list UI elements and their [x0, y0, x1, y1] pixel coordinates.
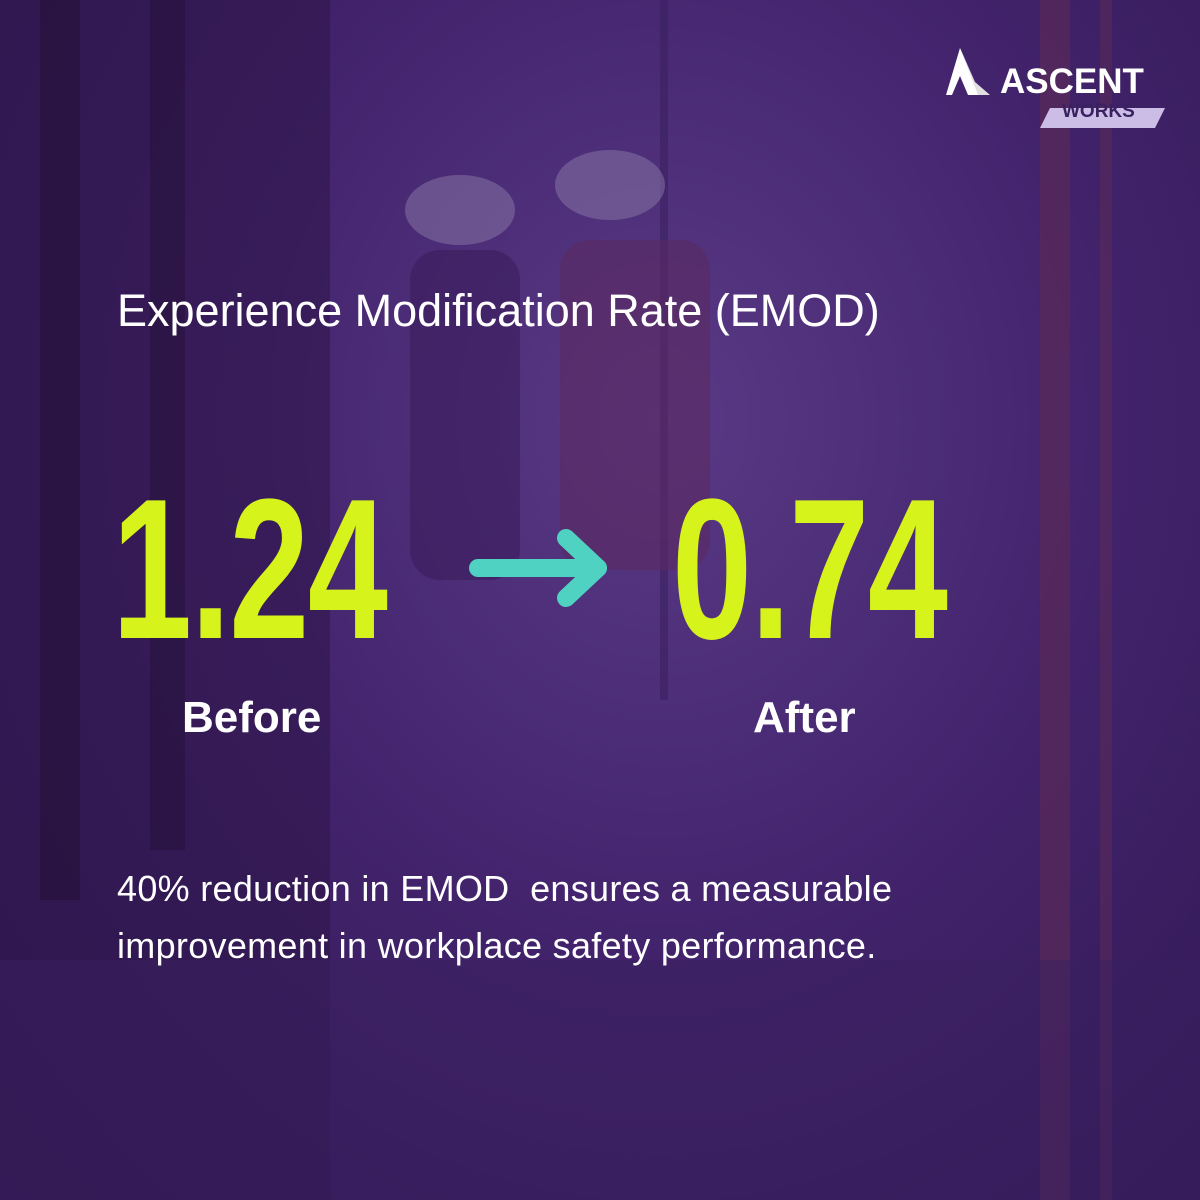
after-value: 0.74 — [672, 458, 948, 681]
before-label: Before — [182, 693, 322, 742]
logo-tagline: WORKS — [1062, 101, 1135, 122]
logo-name: ASCENT — [1000, 62, 1144, 101]
before-value: 1.24 — [112, 458, 388, 681]
after-label: After — [753, 693, 856, 742]
description-line: improvement in workplace safety performa… — [117, 925, 877, 966]
description-line: 40% reduction in EMOD ensures a measurab… — [117, 868, 893, 909]
title: Experience Modification Rate (EMOD) — [117, 285, 880, 336]
